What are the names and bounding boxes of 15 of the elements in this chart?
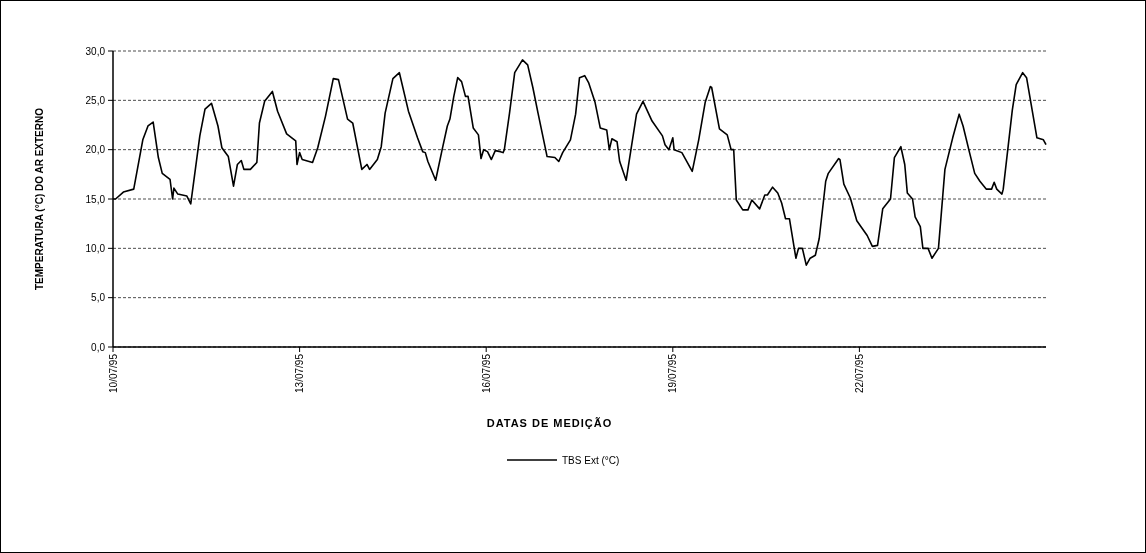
y-tick-label: 5,0 [91, 292, 106, 304]
y-tick-label: 0,0 [91, 341, 106, 353]
x-tick-label: 13/07/95 [294, 353, 306, 393]
x-tick-label: 19/07/95 [667, 353, 679, 393]
x-tick-label: 10/07/95 [107, 353, 119, 393]
y-tick-label: 10,0 [85, 242, 106, 254]
x-axis-title: DATAS DE MEDIÇÃO [486, 417, 613, 429]
y-tick-label: 30,0 [85, 45, 106, 57]
y-tick-label: 25,0 [85, 94, 106, 106]
y-axis-title: TEMPERATURA (°C) DO AR EXTERNO [34, 107, 45, 290]
legend-label: TBS Ext (°C) [562, 454, 620, 466]
x-tick-label: 16/07/95 [480, 353, 492, 393]
x-tick-label: 22/07/95 [853, 353, 865, 393]
y-tick-label: 15,0 [85, 193, 106, 205]
y-tick-label: 20,0 [85, 144, 106, 156]
